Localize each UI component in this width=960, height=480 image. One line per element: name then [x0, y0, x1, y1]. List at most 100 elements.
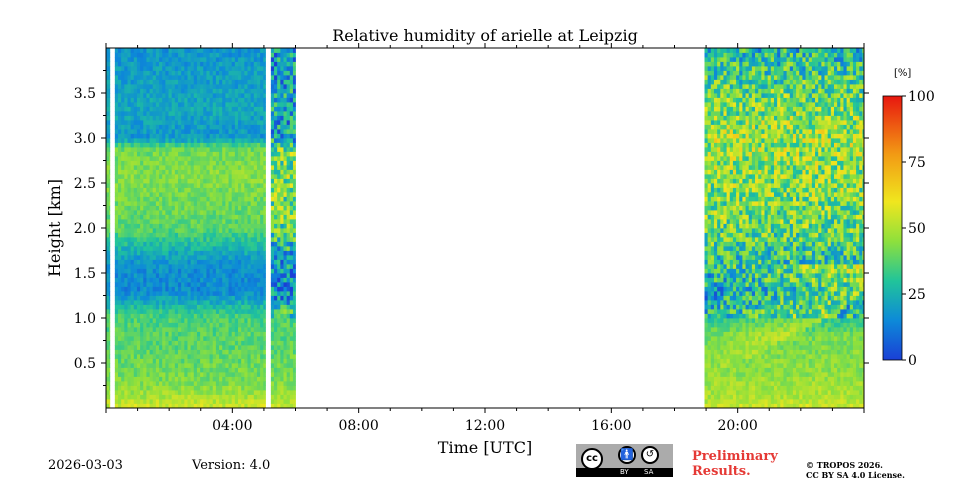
- heatmap-cell: [121, 196, 125, 202]
- heatmap-cell: [713, 340, 718, 346]
- heatmap-cell: [181, 102, 185, 107]
- heatmap-cell: [149, 214, 154, 220]
- heatmap-cell: [717, 358, 721, 364]
- heatmap-cell: [274, 309, 278, 314]
- heatmap-cell: [181, 403, 185, 409]
- heatmap-cell: [209, 142, 214, 148]
- heatmap-cell: [171, 241, 176, 247]
- heatmap-cell: [283, 196, 288, 202]
- heatmap-cell: [155, 264, 160, 269]
- heatmap-cell: [280, 156, 284, 161]
- heatmap-cell: [277, 70, 281, 76]
- heatmap-cell: [118, 309, 122, 314]
- heatmap-cell: [130, 277, 135, 283]
- heatmap-cell: [127, 403, 132, 409]
- heatmap-cell: [286, 223, 291, 229]
- heatmap-cell: [146, 66, 150, 71]
- heatmap-cell: [707, 66, 712, 71]
- heatmap-cell: [171, 295, 176, 301]
- heatmap-cell: [190, 264, 195, 269]
- heatmap-cell: [146, 79, 150, 85]
- heatmap-cell: [286, 390, 291, 395]
- heatmap-cell: [292, 403, 296, 409]
- heatmap-cell: [165, 336, 169, 341]
- heatmap-cell: [140, 268, 144, 274]
- heatmap-cell: [238, 57, 242, 62]
- heatmap-cell: [171, 291, 176, 296]
- heatmap-cell: [155, 138, 160, 143]
- heatmap-cell: [256, 259, 261, 265]
- heatmap-cell: [704, 264, 709, 269]
- heatmap-cell: [283, 264, 288, 269]
- heatmap-cell: [209, 399, 214, 404]
- heatmap-cell: [274, 75, 278, 80]
- heatmap-cell: [146, 259, 150, 265]
- heatmap-cell: [215, 381, 220, 386]
- heatmap-cell: [140, 228, 144, 233]
- heatmap-cell: [162, 282, 166, 287]
- heatmap-cell: [222, 147, 226, 152]
- heatmap-cell: [106, 399, 110, 404]
- heatmap-cell: [710, 340, 715, 346]
- heatmap-cell: [146, 48, 150, 53]
- heatmap-cell: [171, 192, 176, 197]
- heatmap-cell: [114, 165, 119, 170]
- heatmap-cell: [155, 79, 160, 85]
- heatmap-cell: [707, 241, 712, 247]
- heatmap-cell: [292, 142, 296, 148]
- heatmap-cell: [140, 174, 144, 179]
- heatmap-cell: [274, 120, 278, 125]
- heatmap-cell: [244, 264, 248, 269]
- heatmap-cell: [133, 300, 138, 305]
- heatmap-cell: [238, 349, 242, 355]
- heatmap-cell: [234, 88, 239, 94]
- heatmap-cell: [263, 403, 266, 409]
- heatmap-cell: [253, 61, 258, 67]
- heatmap-cell: [717, 277, 721, 283]
- heatmap-cell: [187, 255, 192, 260]
- heatmap-cell: [187, 300, 192, 305]
- heatmap-cell: [707, 322, 712, 328]
- heatmap-cell: [277, 268, 281, 274]
- heatmap-cell: [190, 160, 195, 166]
- heatmap-cell: [260, 102, 264, 107]
- heatmap-cell: [174, 183, 179, 188]
- heatmap-cell: [212, 138, 217, 143]
- heatmap-cell: [219, 304, 223, 310]
- heatmap-cell: [231, 322, 236, 328]
- heatmap-cell: [187, 376, 192, 382]
- heatmap-cell: [256, 394, 261, 400]
- heatmap-cell: [253, 313, 258, 319]
- heatmap-cell: [206, 358, 210, 364]
- heatmap-cell: [717, 286, 721, 292]
- heatmap-cell: [187, 124, 192, 130]
- heatmap-cell: [231, 264, 236, 269]
- heatmap-cell: [206, 354, 210, 359]
- heatmap-cell: [710, 322, 715, 328]
- heatmap-cell: [225, 156, 229, 161]
- heatmap-cell: [193, 304, 198, 310]
- heatmap-cell: [710, 120, 715, 125]
- heatmap-cell: [270, 322, 275, 328]
- heatmap-cell: [127, 61, 132, 67]
- heatmap-cell: [231, 115, 236, 121]
- heatmap-cell: [109, 214, 111, 220]
- heatmap-cell: [222, 79, 226, 85]
- heatmap-cell: [118, 210, 122, 215]
- heatmap-cell: [118, 394, 122, 400]
- heatmap-cell: [190, 61, 195, 67]
- heatmap-cell: [143, 255, 147, 260]
- heatmap-cell: [713, 151, 718, 157]
- heatmap-cell: [277, 300, 281, 305]
- heatmap-cell: [193, 93, 198, 98]
- heatmap-cell: [181, 219, 185, 224]
- heatmap-cell: [187, 264, 192, 269]
- heatmap-cell: [187, 372, 192, 377]
- heatmap-cell: [209, 273, 214, 278]
- heatmap-cell: [704, 394, 709, 400]
- heatmap-cell: [241, 286, 245, 292]
- heatmap-cell: [200, 178, 204, 184]
- heatmap-cell: [256, 84, 261, 89]
- heatmap-cell: [241, 97, 245, 103]
- heatmap-cell: [106, 151, 110, 157]
